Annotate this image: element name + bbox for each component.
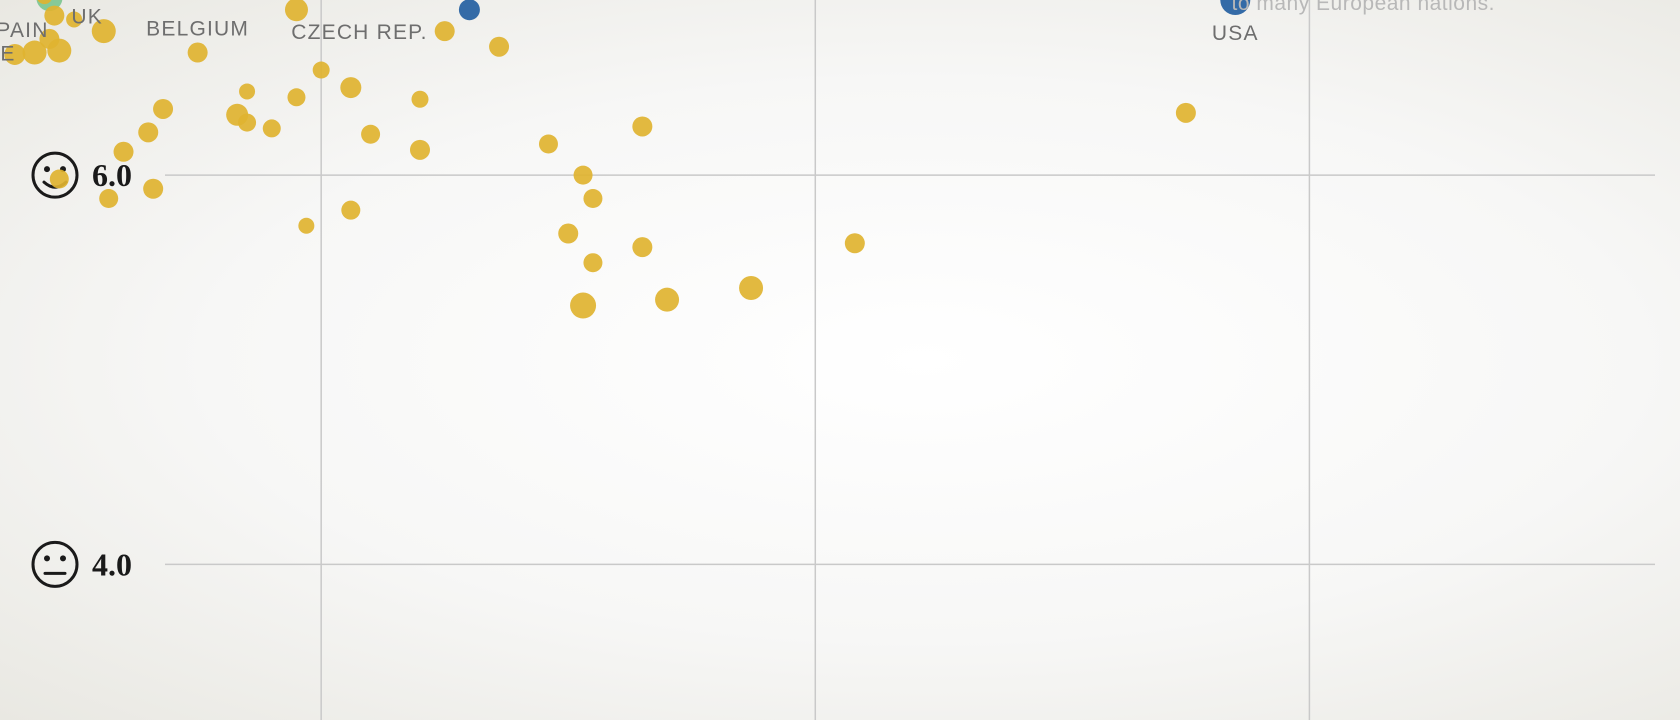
data-point: [1175, 102, 1196, 123]
data-point: [262, 119, 281, 138]
data-point: [239, 83, 256, 100]
data-point: [573, 165, 593, 185]
data-point: [411, 90, 429, 108]
data-point: [37, 0, 52, 5]
data-point: [1220, 0, 1251, 15]
point-labels: UK USA FRANCESPAIN CZECH REP. BELGIUM: [0, 6, 1259, 66]
data-point: [489, 36, 510, 57]
data-point: [91, 19, 116, 44]
data-point: [632, 237, 653, 258]
country-label: FRANCE: [0, 43, 16, 66]
country-label: UK: [71, 6, 103, 29]
data-point: [340, 77, 362, 99]
data-point: [99, 188, 119, 208]
data-point: [287, 88, 306, 107]
data-point: [410, 139, 430, 160]
data-point: [632, 116, 653, 137]
data-point: [39, 28, 60, 49]
data-points: [4, 0, 1251, 319]
data-point: [655, 287, 680, 312]
neutral-face-icon: [31, 540, 79, 588]
data-point: [153, 98, 174, 119]
data-point: [583, 188, 603, 208]
data-point: [739, 276, 764, 300]
data-point: [298, 217, 315, 234]
data-point: [284, 0, 308, 22]
country-label: CZECH REP.: [291, 21, 427, 44]
data-point: [558, 223, 579, 244]
gridlines: [165, 0, 1655, 720]
data-point: [458, 0, 480, 21]
data-point: [312, 61, 330, 79]
y-tick-label: 4.0: [92, 546, 132, 582]
country-label: SPAIN: [0, 19, 49, 42]
y-axis: 6.0 4.0: [31, 151, 132, 588]
data-point: [844, 233, 865, 254]
data-point: [238, 113, 257, 132]
data-point: [583, 253, 603, 273]
chart-note: to many European nations.: [1232, 0, 1496, 15]
data-point: [538, 134, 558, 154]
data-point: [138, 122, 159, 143]
data-point: [49, 169, 69, 189]
country-label: USA: [1212, 22, 1259, 45]
data-point: [143, 178, 164, 199]
data-point: [187, 42, 208, 63]
data-point: [341, 200, 361, 220]
data-point: [4, 43, 26, 65]
data-point: [22, 40, 47, 65]
data-point: [113, 141, 134, 162]
data-point: [361, 124, 381, 144]
data-point: [434, 21, 455, 42]
data-point: [66, 11, 83, 28]
data-point: [570, 292, 597, 319]
country-label: BELGIUM: [146, 18, 249, 41]
data-point: [44, 5, 65, 26]
y-tick-label: 6.0: [92, 157, 132, 193]
